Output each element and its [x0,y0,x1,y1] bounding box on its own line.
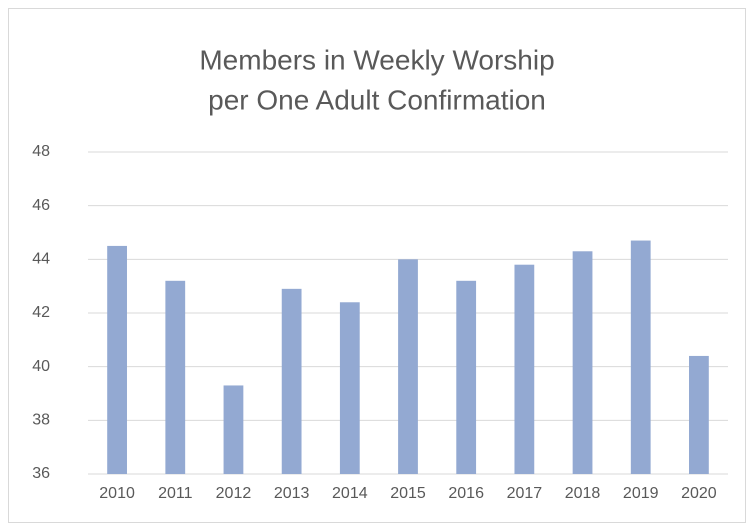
y-tick-label: 36 [32,465,50,482]
bar [456,280,477,474]
y-tick-label: 38 [32,412,50,429]
x-tick-label: 2017 [507,485,543,502]
bar [398,259,418,474]
x-tick-label: 2013 [274,485,310,502]
x-tick-label: 2016 [448,485,484,502]
y-tick-label: 44 [32,251,50,268]
bar [165,280,186,474]
bar [107,245,127,474]
x-tick-label: 2020 [681,485,717,502]
bar [223,385,244,474]
y-tick-label: 40 [32,358,50,375]
x-tick-label: 2010 [99,485,135,502]
bar [630,240,651,474]
y-tick-label: 46 [32,197,50,214]
chart-title: per One Adult Confirmation [208,84,546,115]
chart-title: Members in Weekly Worship [199,44,554,75]
y-tick-label: 48 [32,143,50,160]
x-tick-label: 2018 [565,485,601,502]
bar [514,264,535,474]
chart-frame [8,8,746,523]
bar [689,355,709,474]
x-tick-label: 2012 [216,485,252,502]
bar [281,288,302,474]
x-tick-label: 2015 [390,485,426,502]
y-tick-label: 42 [32,304,50,321]
bar [572,251,593,474]
x-tick-label: 2011 [158,485,193,502]
x-tick-label: 2019 [623,485,659,502]
x-tick-label: 2014 [332,485,368,502]
bar [339,302,360,474]
